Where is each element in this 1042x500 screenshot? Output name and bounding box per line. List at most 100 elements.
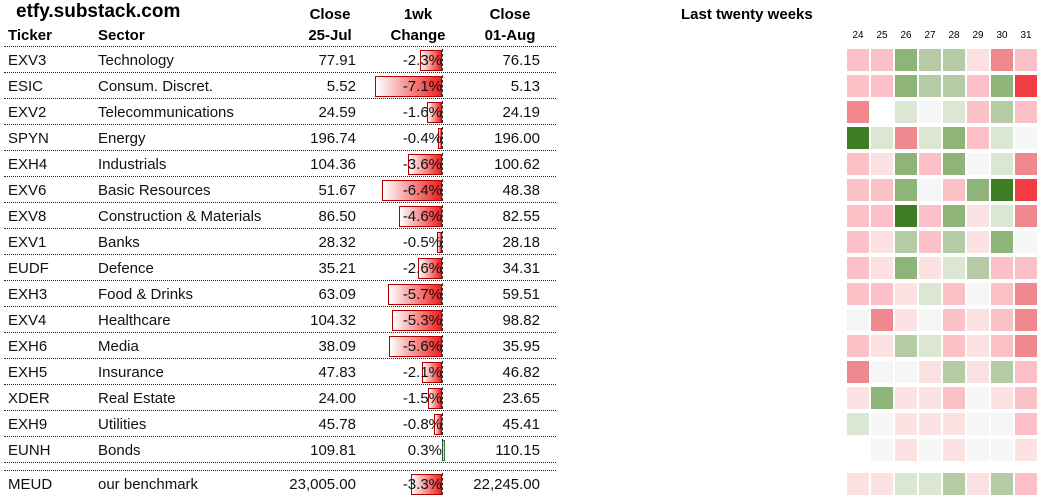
ticker-cell: EXV2 — [8, 104, 47, 121]
week-label: 26 — [900, 30, 912, 41]
ticker-cell: SPYN — [8, 130, 49, 147]
heatmap-cell — [870, 386, 894, 410]
heatmap-cell — [846, 204, 870, 228]
heatmap-cell — [894, 438, 918, 462]
close-01aug-cell: 35.95 — [502, 338, 540, 355]
sector-cell: Basic Resources — [98, 182, 211, 199]
heatmap-cell — [870, 152, 894, 176]
close-25jul-cell: 24.00 — [318, 390, 356, 407]
heatmap-cell — [870, 412, 894, 436]
heatmap-cell — [894, 334, 918, 358]
close-25jul-cell: 47.83 — [318, 364, 356, 381]
heatmap-cell — [966, 152, 990, 176]
heatmap-cell — [846, 282, 870, 306]
sector-cell: Food & Drinks — [98, 286, 194, 303]
ticker-cell: EXH3 — [8, 286, 48, 303]
change-cell: 0.3% — [407, 442, 442, 459]
heatmap-cell — [846, 472, 870, 496]
header-close1-line1: Close — [309, 6, 351, 23]
heatmap-cell — [942, 48, 966, 72]
week-label: 28 — [948, 30, 960, 41]
heatmap-cell — [918, 74, 942, 98]
close-25jul-cell: 104.36 — [310, 156, 356, 173]
heatmap-cell — [918, 472, 942, 496]
week-label: 24 — [852, 30, 864, 41]
change-bar — [437, 232, 442, 253]
heatmap-cell — [1014, 282, 1038, 306]
close-01aug-cell: 59.51 — [502, 286, 540, 303]
ticker-cell: EXV3 — [8, 52, 47, 69]
sector-cell: Media — [98, 338, 139, 355]
heatmap-cell — [894, 360, 918, 384]
heatmap-cell — [894, 178, 918, 202]
heatmap-cell — [942, 152, 966, 176]
change-bar — [422, 362, 442, 383]
heatmap-cell — [870, 74, 894, 98]
heatmap-cell — [894, 308, 918, 332]
heatmap-cell — [918, 412, 942, 436]
change-cell: -5.7% — [402, 286, 442, 303]
heatmap-cell — [918, 308, 942, 332]
close-25jul-cell: 51.67 — [318, 182, 356, 199]
change-cell: -0.5% — [402, 234, 442, 251]
change-cell: -1.6% — [402, 104, 442, 121]
heatmap-cell — [966, 282, 990, 306]
heatmap-cell — [966, 472, 990, 496]
change-cell: -0.4% — [402, 130, 442, 147]
change-cell: -1.5% — [402, 390, 442, 407]
row-separator — [4, 436, 556, 437]
change-cell: -4.6% — [402, 208, 442, 225]
close-01aug-cell: 110.15 — [495, 442, 540, 459]
close-01aug-cell: 22,245.00 — [473, 476, 540, 493]
heatmap-cell — [870, 230, 894, 254]
close-25jul-cell: 5.52 — [326, 78, 356, 95]
row-separator — [4, 384, 556, 385]
heatmap-cell — [894, 386, 918, 410]
ticker-cell: EXV8 — [8, 208, 47, 225]
heatmap-cell — [942, 386, 966, 410]
week-label: 31 — [1020, 30, 1032, 41]
close-25jul-cell: 38.09 — [318, 338, 356, 355]
close-01aug-cell: 24.19 — [502, 104, 540, 121]
heatmap-title: Last twenty weeks — [681, 6, 813, 23]
heatmap-cell — [1014, 472, 1038, 496]
close-01aug-cell: 100.62 — [494, 156, 540, 173]
close-01aug-cell: 82.55 — [502, 208, 540, 225]
heatmap-cell — [918, 178, 942, 202]
change-bar — [410, 474, 442, 495]
change-baseline — [442, 473, 443, 495]
heatmap-cell — [894, 152, 918, 176]
close-25jul-cell: 28.32 — [318, 234, 356, 251]
change-baseline — [442, 49, 443, 71]
heatmap-cell — [846, 230, 870, 254]
row-separator — [4, 254, 556, 255]
sector-cell: Real Estate — [98, 390, 176, 407]
heatmap-cell — [1014, 178, 1038, 202]
close-25jul-cell: 86.50 — [318, 208, 356, 225]
sector-cell: Healthcare — [98, 312, 171, 329]
heatmap-cell — [846, 256, 870, 280]
heatmap-cell — [846, 412, 870, 436]
heatmap-cell — [942, 126, 966, 150]
sector-cell: Utilities — [98, 416, 147, 433]
heatmap-cell — [966, 230, 990, 254]
heatmap-cell — [966, 204, 990, 228]
week-label: 27 — [924, 30, 936, 41]
ticker-cell: EXV1 — [8, 234, 47, 251]
change-baseline — [442, 309, 443, 331]
ticker-cell: EXH6 — [8, 338, 48, 355]
heatmap-cell — [942, 360, 966, 384]
heatmap-cell — [1014, 204, 1038, 228]
heatmap-cell — [846, 386, 870, 410]
change-cell: -2.1% — [402, 364, 442, 381]
change-bar — [427, 388, 442, 409]
sector-cell: Telecommunications — [98, 104, 234, 121]
header-change-line1: 1wk — [403, 6, 433, 23]
change-cell: -5.6% — [402, 338, 442, 355]
heatmap-cell — [894, 472, 918, 496]
ticker-cell: ESIC — [8, 78, 44, 95]
close-01aug-cell: 46.82 — [502, 364, 540, 381]
sector-cell: Consum. Discret. — [98, 78, 214, 95]
heatmap-cell — [846, 48, 870, 72]
change-cell: -0.8% — [402, 416, 442, 433]
